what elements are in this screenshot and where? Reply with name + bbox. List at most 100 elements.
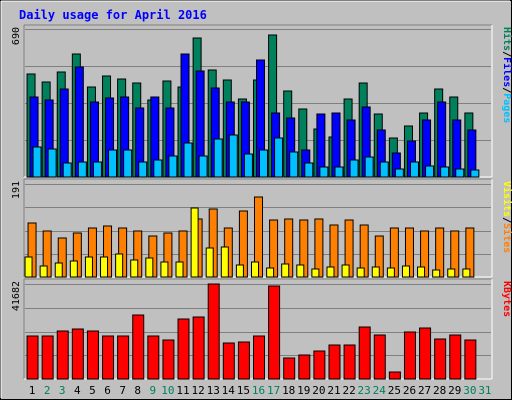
x-label-day-11: 11 [176, 384, 189, 397]
bar-kbytes-day-29 [449, 334, 462, 380]
bar-kbytes-day-8 [132, 314, 145, 380]
bar-kbytes-day-7 [117, 335, 130, 380]
bar-visits-day-21 [326, 266, 335, 278]
bar-pages-day-10 [168, 155, 178, 178]
bar-pages-day-12 [198, 155, 208, 178]
y-max-label: 41682 [11, 281, 22, 311]
x-label-day-16: 16 [252, 384, 265, 397]
x-axis-day-labels: 1 2 3 4 5 6 7 8 9 10 11 12 13 14 15 16 17 18 19 20 21 22 23 24 2… [29, 384, 492, 397]
x-label-day-31: 31 [478, 384, 491, 397]
bar-visits-day-9 [145, 257, 154, 278]
bar-kbytes-day-1 [26, 335, 39, 380]
bar-visits-day-11 [175, 261, 184, 278]
bar-visits-day-10 [160, 261, 169, 278]
bar-kbytes-day-9 [147, 335, 160, 380]
bar-visits-day-17 [266, 267, 275, 278]
bar-pages-day-1 [32, 146, 42, 178]
bar-kbytes-day-13 [207, 283, 220, 380]
bar-pages-day-25 [394, 168, 404, 178]
x-label-day-5: 5 [89, 384, 96, 397]
legend-item-1: / [501, 51, 512, 57]
x-label-day-7: 7 [119, 384, 126, 397]
bar-kbytes-day-19 [298, 354, 311, 380]
bar-kbytes-day-11 [177, 318, 190, 380]
bar-kbytes-day-14 [222, 342, 235, 380]
legend-item-1: / [501, 217, 512, 223]
bar-visits-day-22 [341, 264, 350, 278]
x-label-day-3: 3 [59, 384, 66, 397]
legend: Hits/Files/Pages [501, 27, 512, 123]
legend-item-3: / [501, 87, 512, 93]
bar-kbytes-day-4 [71, 328, 84, 380]
bar-files-day-4 [74, 66, 84, 178]
legend: KBytes [501, 281, 512, 317]
bar-visits-day-12 [190, 207, 199, 278]
x-label-day-1: 1 [29, 384, 36, 397]
bar-visits-day-20 [311, 268, 320, 278]
bar-kbytes-day-27 [419, 327, 432, 380]
x-label-day-25: 25 [388, 384, 401, 397]
legend-item-0: Visits [501, 181, 512, 217]
bar-kbytes-day-22 [343, 344, 356, 380]
bar-visits-day-2 [39, 265, 48, 278]
y-max-label: 690 [11, 27, 22, 45]
bar-pages-day-20 [319, 166, 329, 178]
x-label-day-27: 27 [418, 384, 431, 397]
x-label-day-26: 26 [403, 384, 416, 397]
x-label-day-10: 10 [161, 384, 174, 397]
bar-sites-day-20 [314, 218, 324, 278]
bar-visits-day-30 [462, 268, 471, 278]
x-label-day-6: 6 [104, 384, 111, 397]
bar-visits-day-3 [54, 262, 63, 278]
bar-kbytes-day-30 [464, 339, 477, 380]
chart-title: Daily usage for April 2016 [19, 8, 207, 22]
bar-pages-day-24 [379, 161, 389, 178]
bar-visits-day-29 [447, 268, 456, 278]
bar-pages-day-4 [77, 161, 87, 178]
x-label-day-29: 29 [448, 384, 461, 397]
x-label-day-23: 23 [358, 384, 371, 397]
bar-visits-day-28 [432, 269, 441, 278]
bar-visits-day-24 [371, 266, 380, 278]
panel-visits-sites: 191 Visits/Sites [11, 178, 512, 278]
x-label-day-8: 8 [134, 384, 141, 397]
panel-hits-files-pages: 690 Hits/Files/Pages [11, 24, 512, 178]
x-label-day-30: 30 [463, 384, 476, 397]
bar-kbytes-day-21 [328, 344, 341, 380]
bar-visits-day-15 [235, 264, 244, 278]
bar-kbytes-day-15 [237, 341, 250, 380]
bar-visits-day-4 [69, 260, 78, 278]
bar-pages-day-7 [123, 149, 133, 178]
bar-visits-day-26 [401, 265, 410, 278]
bar-visits-day-5 [84, 256, 93, 278]
bar-pages-day-14 [228, 134, 238, 178]
x-label-day-22: 22 [342, 384, 355, 397]
bar-pages-day-21 [334, 166, 344, 178]
legend-item-2: Files [501, 57, 512, 87]
bar-visits-day-14 [220, 246, 229, 278]
bar-kbytes-day-12 [192, 316, 205, 380]
bar-visits-day-19 [296, 264, 305, 278]
x-label-day-24: 24 [373, 384, 387, 397]
bar-visits-day-6 [100, 256, 109, 278]
bar-kbytes-day-6 [102, 335, 115, 380]
bar-kbytes-day-16 [253, 335, 265, 380]
bar-kbytes-day-17 [268, 285, 281, 380]
x-label-day-14: 14 [222, 384, 236, 397]
x-label-day-28: 28 [433, 384, 446, 397]
bar-kbytes-day-23 [358, 326, 371, 380]
bar-visits-day-7 [115, 253, 124, 278]
x-label-day-17: 17 [267, 384, 280, 397]
x-label-day-20: 20 [312, 384, 325, 397]
x-label-day-4: 4 [74, 384, 81, 397]
bar-pages-day-19 [304, 162, 314, 178]
bar-kbytes-day-3 [56, 330, 69, 380]
bar-visits-day-25 [386, 267, 395, 278]
legend-item-0: KBytes [501, 281, 512, 317]
bar-kbytes-day-28 [434, 338, 447, 380]
bar-kbytes-day-25 [388, 371, 401, 380]
bar-kbytes-day-20 [313, 350, 326, 380]
bar-kbytes-day-18 [283, 357, 296, 380]
bar-visits-day-18 [281, 263, 290, 278]
